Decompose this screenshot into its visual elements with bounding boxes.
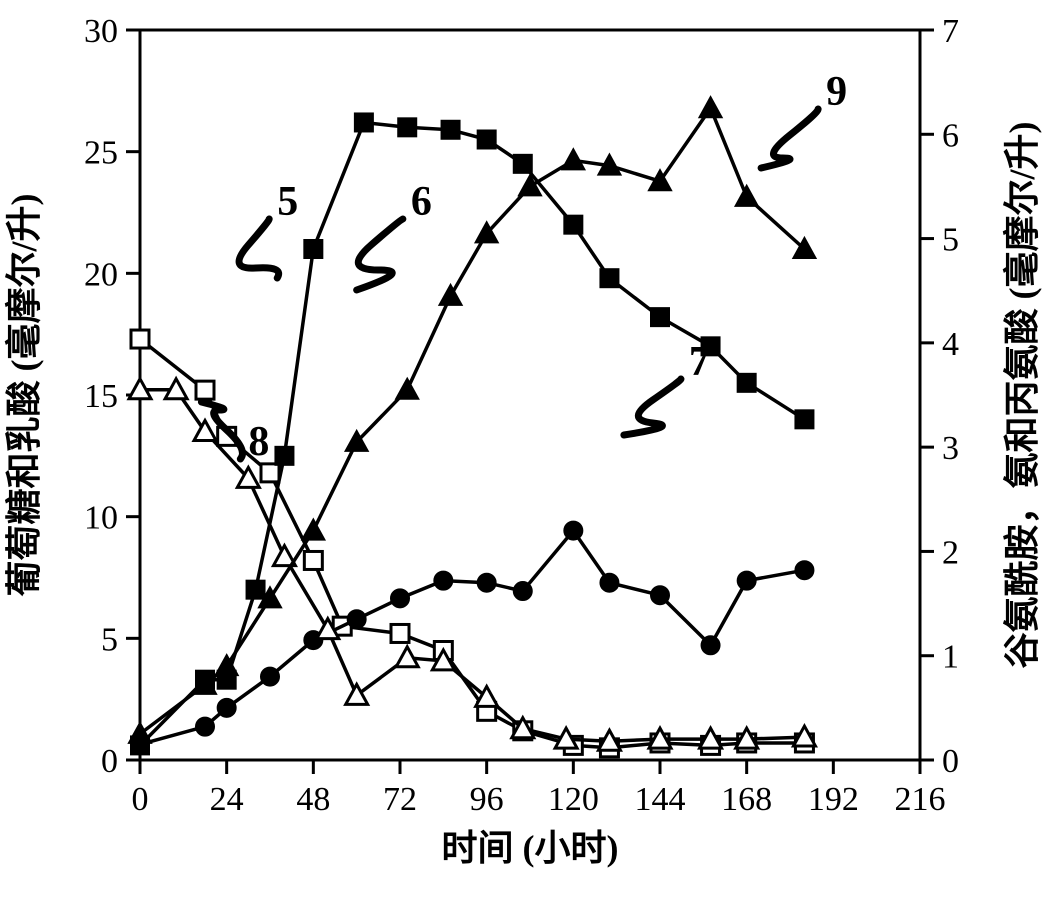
y-right-tick-label: 2 — [942, 534, 959, 571]
y-left-axis-label: 葡萄糖和乳酸 (毫摩尔/升) — [4, 194, 44, 597]
x-tick-label: 48 — [296, 781, 330, 818]
marker-filled-circle — [651, 586, 669, 604]
marker-filled-circle — [218, 699, 236, 717]
series-s5 — [131, 330, 813, 757]
y-right-tick-label: 6 — [942, 117, 959, 154]
marker-filled-circle — [702, 636, 720, 654]
marker-open-triangle — [346, 684, 368, 704]
x-axis-label: 时间 (小时) — [442, 828, 619, 868]
marker-filled-triangle — [302, 520, 324, 540]
marker-filled-circle — [564, 522, 582, 540]
marker-filled-square — [600, 269, 618, 287]
marker-filled-circle — [261, 668, 279, 686]
x-tick-label: 168 — [721, 781, 772, 818]
marker-filled-circle — [434, 572, 452, 590]
y-left-tick-label: 20 — [84, 256, 118, 293]
callout-label-5: 5 — [277, 179, 298, 225]
chart-container: 024487296120144168192216时间 (小时)051015202… — [0, 0, 1064, 906]
marker-filled-circle — [391, 589, 409, 607]
marker-filled-circle — [795, 561, 813, 579]
y-left-tick-label: 30 — [84, 13, 118, 50]
marker-filled-square — [247, 581, 265, 599]
marker-filled-circle — [600, 574, 618, 592]
x-tick-label: 72 — [383, 781, 417, 818]
marker-filled-triangle — [440, 285, 462, 305]
x-tick-label: 216 — [895, 781, 946, 818]
marker-filled-square — [355, 113, 373, 131]
y-left-tick-label: 15 — [84, 378, 118, 415]
callout-tail — [357, 219, 403, 290]
marker-filled-square — [564, 216, 582, 234]
callout-label-8: 8 — [248, 419, 269, 465]
marker-open-square — [131, 330, 149, 348]
marker-filled-square — [514, 155, 532, 173]
x-tick-label: 120 — [548, 781, 599, 818]
marker-filled-triangle — [736, 186, 758, 206]
marker-filled-circle — [514, 582, 532, 600]
marker-filled-triangle — [700, 97, 722, 117]
callout-label-9: 9 — [826, 69, 847, 115]
x-tick-label: 192 — [808, 781, 859, 818]
x-tick-label: 144 — [635, 781, 686, 818]
marker-filled-triangle — [562, 149, 584, 169]
marker-filled-triangle — [519, 175, 541, 195]
marker-filled-square — [398, 118, 416, 136]
callout-label-7: 7 — [689, 339, 710, 385]
marker-filled-square — [738, 374, 756, 392]
y-left-tick-label: 10 — [84, 500, 118, 537]
y-right-tick-label: 5 — [942, 222, 959, 259]
series-s7 — [131, 522, 813, 754]
callout-tail — [761, 109, 818, 168]
y-left-tick-label: 5 — [101, 621, 118, 658]
marker-filled-triangle — [396, 379, 418, 399]
callout-label-6: 6 — [411, 179, 432, 225]
y-left-tick-label: 25 — [84, 135, 118, 172]
y-right-tick-label: 7 — [942, 13, 959, 50]
x-tick-label: 0 — [132, 781, 149, 818]
marker-filled-square — [275, 447, 293, 465]
y-left-tick-label: 0 — [101, 743, 118, 780]
y-right-tick-label: 4 — [942, 326, 959, 363]
y-right-axis-label: 谷氨酰胺，氨和丙氨酸 (毫摩尔/升) — [1002, 122, 1042, 669]
marker-open-square — [261, 464, 279, 482]
callout-tail — [239, 219, 279, 278]
marker-filled-square — [304, 240, 322, 258]
marker-open-triangle — [194, 421, 216, 441]
marker-open-square — [196, 381, 214, 399]
callout-tail — [624, 379, 681, 435]
marker-filled-circle — [196, 718, 214, 736]
marker-filled-square — [795, 410, 813, 428]
marker-filled-circle — [738, 572, 756, 590]
marker-filled-circle — [348, 610, 366, 628]
marker-open-square — [304, 551, 322, 569]
chart-svg: 024487296120144168192216时间 (小时)051015202… — [0, 0, 1064, 906]
y-right-tick-label: 3 — [942, 430, 959, 467]
plot-border — [140, 30, 920, 760]
y-right-tick-label: 0 — [942, 743, 959, 780]
y-right-tick-label: 1 — [942, 639, 959, 676]
marker-filled-square — [442, 121, 460, 139]
marker-filled-square — [651, 308, 669, 326]
marker-filled-circle — [478, 574, 496, 592]
x-tick-label: 24 — [210, 781, 244, 818]
marker-open-square — [391, 624, 409, 642]
x-tick-label: 96 — [470, 781, 504, 818]
marker-filled-square — [478, 131, 496, 149]
